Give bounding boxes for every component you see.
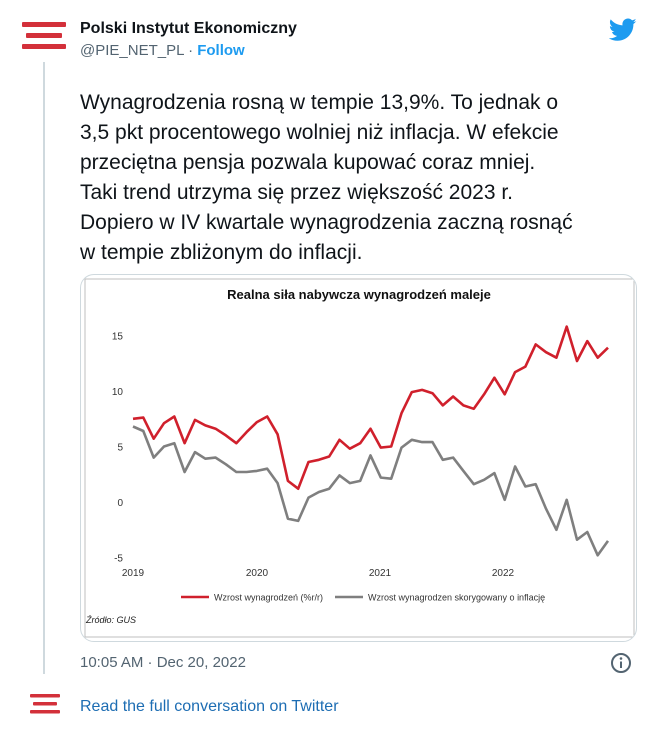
author-handle[interactable]: @PIE_NET_PL <box>80 42 184 59</box>
y-tick-label: -5 <box>114 554 123 565</box>
tweet-text: Wynagrodzenia rosną w tempie 13,9%. To j… <box>80 91 573 264</box>
x-tick-label: 2020 <box>246 568 269 579</box>
tweet-timestamp[interactable]: 10:05 AM · Dec 20, 2022 <box>80 654 246 671</box>
legend-label: Wzrost wynagrodzen skorygowany o inflacj… <box>368 593 545 603</box>
legend-label: Wzrost wynagrodzeń (%r/r) <box>214 593 323 603</box>
x-tick-label: 2019 <box>122 568 145 579</box>
chart-frame <box>84 278 635 638</box>
chart-title: Realna siła nabywcza wynagrodzeń maleje <box>227 287 491 302</box>
thread-line <box>43 62 45 674</box>
series-line-real-wages <box>132 425 610 557</box>
x-tick-label: 2022 <box>492 568 515 579</box>
series-line-wage-growth <box>132 325 609 490</box>
y-tick-label: 5 <box>117 443 123 454</box>
read-conversation-link[interactable]: Read the full conversation on Twitter <box>80 698 339 715</box>
author-block: Polski Instytut Ekonomiczny @PIE_NET_PL … <box>80 20 297 59</box>
chart-source: Źródło: GUS <box>85 615 136 625</box>
twitter-bird-icon[interactable] <box>609 18 637 42</box>
y-tick-label: 15 <box>112 332 124 343</box>
y-tick-label: 0 <box>117 498 123 509</box>
info-icon[interactable] <box>610 652 632 674</box>
separator-dot: · <box>188 42 194 59</box>
follow-button[interactable]: Follow <box>197 42 245 59</box>
chart-svg: Realna siła nabywcza wynagrodzeń maleje … <box>84 278 635 638</box>
author-sub: @PIE_NET_PL · Follow <box>80 42 297 59</box>
pie-logo-icon[interactable] <box>22 22 66 50</box>
pie-logo-small-icon[interactable] <box>30 694 60 714</box>
chart-image[interactable]: Realna siła nabywcza wynagrodzeń maleje … <box>80 274 637 642</box>
y-tick-label: 10 <box>112 387 124 398</box>
x-tick-label: 2021 <box>369 568 392 579</box>
author-name[interactable]: Polski Instytut Ekonomiczny <box>80 20 297 37</box>
